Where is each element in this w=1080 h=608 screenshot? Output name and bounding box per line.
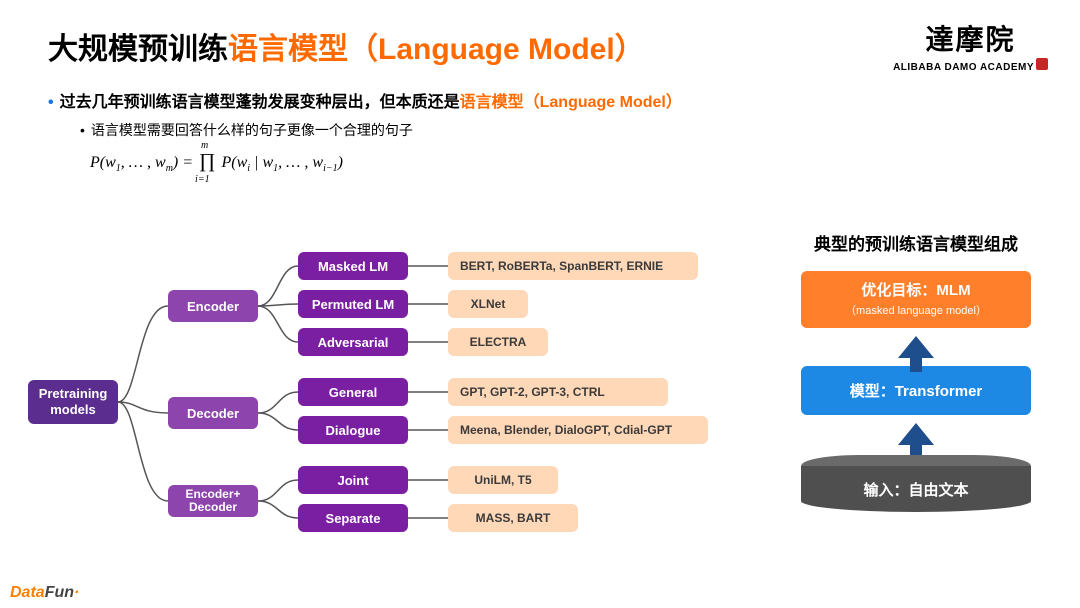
seal-icon <box>1036 58 1048 70</box>
tree-branch-decoder: Decoder <box>168 397 258 429</box>
bullet-2: •语言模型需要回答什么样的句子更像一个合理的句子 <box>80 120 413 140</box>
tree-output: ELECTRA <box>448 328 548 356</box>
datafun-logo: DataFun· <box>10 584 79 602</box>
bullet-dot: • <box>80 122 85 138</box>
tree-output: MASS, BART <box>448 504 578 532</box>
objective-box: 优化目标：MLM （masked language model） <box>801 271 1031 328</box>
tree-leaf: Separate <box>298 504 408 532</box>
tree-branch-encoder: Encoder <box>168 290 258 322</box>
bullet-dot: • <box>48 94 54 111</box>
tree-leaf: Permuted LM <box>298 290 408 318</box>
tree-output: GPT, GPT-2, GPT-3, CTRL <box>448 378 668 406</box>
damo-logo: 達摩院 ALIBABA DAMO ACADEMY <box>893 18 1048 73</box>
input-cylinder: 输入：自由文本 <box>801 455 1031 512</box>
tree-leaf: Dialogue <box>298 416 408 444</box>
tree-leaf: Joint <box>298 466 408 494</box>
logo-english: ALIBABA DAMO ACADEMY <box>893 58 1048 73</box>
logo-chinese: 達摩院 <box>893 18 1048 58</box>
tree-output: Meena, Blender, DialoGPT, Cdial-GPT <box>448 416 708 444</box>
taxonomy-tree: Pretraining models Encoder Decoder Encod… <box>28 230 728 560</box>
tree-branch-encdec: Encoder+ Decoder <box>168 485 258 517</box>
title-part2: 语言模型（Language Model） <box>228 33 645 66</box>
bullet-1: •过去几年预训练语言模型蓬勃发展变种层出，但本质还是语言模型（Language … <box>48 88 682 112</box>
panel-title: 典型的预训练语言模型组成 <box>786 230 1046 255</box>
title-part1: 大规模预训练 <box>48 33 228 66</box>
tree-leaf: Masked LM <box>298 252 408 280</box>
slide-title: 大规模预训练语言模型（Language Model） <box>48 24 645 68</box>
tree-output: XLNet <box>448 290 528 318</box>
tree-output: UniLM, T5 <box>448 466 558 494</box>
architecture-panel: 典型的预训练语言模型组成 优化目标：MLM （masked language m… <box>786 230 1046 512</box>
model-box: 模型：Transformer <box>801 366 1031 415</box>
tree-leaf: General <box>298 378 408 406</box>
arrow-up-icon <box>898 336 934 358</box>
arrow-up-icon <box>898 423 934 445</box>
probability-formula: P(w1, … , wm) = m∏i=1 P(wi | w1, … , wi−… <box>90 150 343 174</box>
tree-output: BERT, RoBERTa, SpanBERT, ERNIE <box>448 252 698 280</box>
tree-root: Pretraining models <box>28 380 118 424</box>
tree-leaf: Adversarial <box>298 328 408 356</box>
